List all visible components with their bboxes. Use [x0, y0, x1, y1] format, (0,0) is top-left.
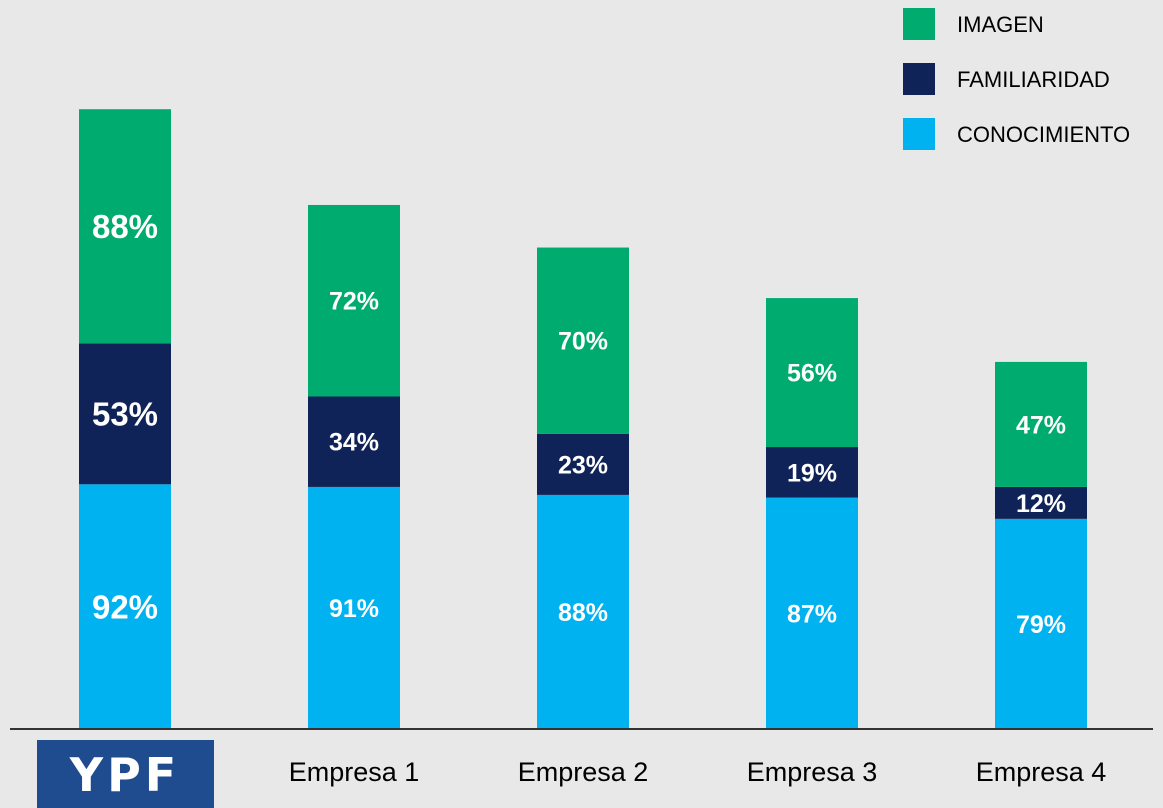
bar-empresa-3-conocimiento [766, 497, 858, 729]
data-label-empresa-3-imagen: 56% [787, 360, 837, 388]
data-label-empresa-3-conocimiento: 87% [787, 600, 837, 628]
data-label-empresa-4-conocimiento: 79% [1016, 611, 1066, 639]
category-label-empresa-3: Empresa 3 [747, 757, 878, 787]
bar-empresa-1-conocimiento [308, 486, 400, 729]
data-label-empresa-1-conocimiento: 91% [329, 595, 379, 623]
data-label-empresa-4-imagen: 47% [1016, 411, 1066, 439]
bar-empresa-1-imagen [308, 204, 400, 397]
bar-ypf-conocimiento [79, 484, 171, 729]
category-label-empresa-2: Empresa 2 [518, 757, 649, 787]
bar-empresa-3-imagen [766, 298, 858, 448]
data-label-empresa-1-familiaridad: 34% [329, 429, 379, 457]
legend-label-imagen: IMAGEN [957, 12, 1044, 37]
data-label-empresa-2-conocimiento: 88% [558, 599, 608, 627]
data-label-empresa-2-familiaridad: 23% [558, 451, 608, 479]
bars-layer: 92% 53% 88% 91% 34% 72% 88% 23% 70% 87% 19% 56% 79% 1… [79, 109, 1087, 729]
bar-empresa-2-familiaridad [537, 433, 629, 495]
legend-label-conocimiento: CONOCIMIENTO [957, 122, 1130, 147]
bar-ypf-imagen [79, 109, 171, 344]
ypf-logo: YPF [37, 740, 214, 808]
category-label-empresa-4: Empresa 4 [976, 757, 1107, 787]
category-label-empresa-1: Empresa 1 [289, 757, 420, 787]
bar-empresa-4-familiaridad [995, 486, 1087, 519]
bar-empresa-2-imagen [537, 247, 629, 434]
bar-empresa-4-imagen [995, 361, 1087, 487]
ypf-logo-background [37, 740, 214, 808]
bar-ypf-familiaridad [79, 343, 171, 485]
legend-swatch-familiaridad [903, 63, 935, 95]
data-label-empresa-2-imagen: 70% [558, 328, 608, 356]
legend: IMAGEN FAMILIARIDAD CONOCIMIENTO [903, 8, 1130, 150]
bar-empresa-2-conocimiento [537, 494, 629, 729]
data-label-ypf-conocimiento: 92% [92, 589, 158, 626]
ypf-logo-text: YPF [69, 748, 180, 802]
legend-swatch-imagen [903, 8, 935, 40]
data-label-empresa-1-imagen: 72% [329, 288, 379, 316]
data-label-empresa-4-familiaridad: 12% [1016, 490, 1066, 518]
bar-empresa-3-familiaridad [766, 447, 858, 498]
category-labels: Empresa 1 Empresa 2 Empresa 3 Empresa 4 [289, 757, 1107, 787]
bar-empresa-1-familiaridad [308, 396, 400, 487]
data-label-ypf-imagen: 88% [92, 208, 158, 245]
legend-label-familiaridad: FAMILIARIDAD [957, 67, 1110, 92]
legend-swatch-conocimiento [903, 118, 935, 150]
data-label-empresa-3-familiaridad: 19% [787, 459, 837, 487]
bar-empresa-4-conocimiento [995, 518, 1087, 729]
data-label-ypf-familiaridad: 53% [92, 396, 158, 433]
